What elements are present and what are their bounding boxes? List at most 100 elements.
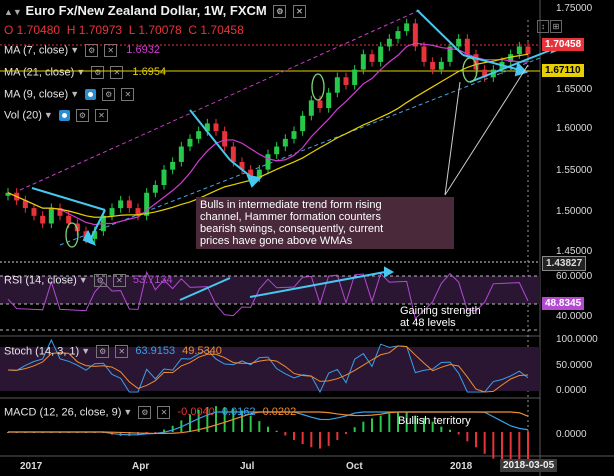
- stoch-legend[interactable]: Stoch (14, 3, 1) ▼ ⚙ ✕ 63.9153 49.5340: [4, 345, 222, 358]
- chevron-down-icon[interactable]: ▼: [76, 67, 86, 78]
- macd-histogram-bar: [154, 432, 157, 433]
- close-value: C 1.70458: [188, 23, 244, 37]
- close-icon[interactable]: ✕: [157, 406, 171, 419]
- stoch-label: Stoch (14, 3, 1): [4, 345, 80, 358]
- stoch-band: [0, 347, 540, 391]
- rsi-line: [7, 270, 529, 320]
- hammer-highlight: [462, 57, 478, 83]
- time-tick: 2018: [450, 461, 473, 472]
- settings-icon[interactable]: ⚙: [85, 44, 99, 57]
- rsi-tick: 40.0000: [556, 311, 593, 322]
- macd-histogram-bar: [241, 410, 243, 432]
- candle: [326, 92, 332, 109]
- trend-arrow: [469, 47, 557, 83]
- candle: [274, 146, 280, 155]
- pin-icon[interactable]: ⊞: [550, 20, 562, 33]
- candle: [265, 154, 271, 170]
- close-icon[interactable]: ✕: [121, 88, 135, 101]
- candle: [352, 69, 358, 85]
- ma21-legend[interactable]: MA (21, close) ▼ ⚙ ✕ 1.6954: [4, 66, 166, 79]
- scroll-up-button[interactable]: ↕: [537, 20, 549, 33]
- stoch-k-series: [7, 338, 529, 394]
- candle: [421, 46, 427, 62]
- visibility-icon[interactable]: [85, 89, 97, 100]
- close-icon[interactable]: ✕: [292, 5, 306, 19]
- candle: [48, 208, 54, 224]
- rsi-tick: 60.0000: [556, 271, 593, 282]
- macd-histogram-bar: [345, 432, 347, 435]
- ma7-legend[interactable]: MA (7, close) ▼ ⚙ ✕ 1.6932: [4, 44, 160, 57]
- candle: [31, 208, 37, 216]
- settings-icon[interactable]: ⚙: [273, 5, 287, 19]
- candle: [187, 138, 193, 147]
- candle: [404, 23, 410, 32]
- macd-histogram-bar: [362, 421, 365, 432]
- close-icon[interactable]: ✕: [95, 109, 109, 122]
- pointer-line: [444, 64, 529, 196]
- macd-histogram-bar: [267, 426, 269, 432]
- settings-icon[interactable]: ⚙: [75, 109, 89, 122]
- macd-histogram-bar: [137, 432, 139, 436]
- chevron-down-icon[interactable]: ▼: [81, 346, 91, 357]
- indicator-lines: [7, 42, 529, 226]
- candle: [118, 200, 124, 209]
- chevron-down-icon[interactable]: ▼: [43, 110, 53, 121]
- close-icon[interactable]: ✕: [104, 44, 118, 57]
- arrow-head: [514, 61, 528, 77]
- macd-annotation: Bullish territory: [398, 415, 471, 427]
- collapse-icon[interactable]: ▲▼: [4, 7, 22, 17]
- stoch-k-value: 63.9153: [135, 345, 176, 358]
- macd-histogram-bar: [275, 430, 278, 432]
- candle: [516, 46, 522, 55]
- stoch-lines: [7, 338, 529, 394]
- macd-histogram-bar: [284, 432, 287, 436]
- time-tick: Jul: [240, 461, 255, 472]
- candle: [213, 123, 219, 132]
- rsi-legend[interactable]: RSI (14, close) ▼ ⚙ ✕ 53.7134: [4, 274, 173, 287]
- trend-arrow: [462, 54, 521, 71]
- candle: [196, 131, 202, 139]
- annotation-line-2: channel, Hammer formation counters: [200, 211, 381, 223]
- macd-histogram-bar: [449, 429, 451, 432]
- chevron-down-icon[interactable]: ▼: [70, 45, 80, 56]
- close-icon[interactable]: ✕: [115, 345, 129, 358]
- settings-icon[interactable]: ⚙: [138, 406, 152, 419]
- candle: [144, 192, 150, 216]
- macd-histogram-bar: [258, 421, 261, 432]
- ma21-value: 1.6954: [132, 66, 167, 79]
- settings-icon[interactable]: ⚙: [93, 274, 107, 287]
- rsi-value: 53.7134: [132, 274, 173, 287]
- settings-icon[interactable]: ⚙: [102, 88, 116, 101]
- macd-histogram-bar: [293, 432, 295, 441]
- trend-arrow: [31, 187, 106, 211]
- candle: [464, 38, 470, 55]
- time-tick: Oct: [346, 461, 363, 472]
- vol-label: Vol (20): [4, 109, 42, 122]
- chart-title: Euro Fx/New Zealand Dollar, 1W, FXCM: [25, 3, 267, 18]
- price-tick: 1.45000: [556, 246, 593, 257]
- settings-icon[interactable]: ⚙: [96, 345, 110, 358]
- chevron-down-icon[interactable]: ▼: [78, 275, 88, 286]
- candle: [508, 54, 514, 62]
- vol-legend[interactable]: Vol (20) ▼ ⚙ ✕: [4, 109, 109, 122]
- close-icon[interactable]: ✕: [110, 66, 124, 79]
- annotation-line-3: bearish swings, consequently, current: [200, 223, 384, 235]
- candle: [248, 169, 254, 178]
- settings-icon[interactable]: ⚙: [91, 66, 105, 79]
- ma9-label: MA (9, close): [4, 88, 69, 101]
- macd-hist-value: -0.0040: [177, 406, 215, 419]
- close-icon[interactable]: ✕: [112, 274, 126, 287]
- visibility-icon[interactable]: [58, 110, 70, 121]
- chevron-down-icon[interactable]: ▼: [123, 407, 133, 418]
- macd-legend[interactable]: MACD (12, 26, close, 9) ▼ ⚙ ✕ -0.0040 0.0…: [4, 406, 296, 419]
- candle: [256, 169, 262, 178]
- ma9-legend[interactable]: MA (9, close) ▼ ⚙ ✕: [4, 88, 135, 101]
- macd-histogram-bar: [215, 406, 217, 432]
- candle: [57, 208, 63, 216]
- chart-title-row: ▲▼ Euro Fx/New Zealand Dollar, 1W, FXCM …: [4, 3, 306, 19]
- chevron-down-icon[interactable]: ▼: [70, 89, 80, 100]
- high-value: H 1.70973: [66, 23, 123, 37]
- macd-histogram-bar: [475, 432, 477, 448]
